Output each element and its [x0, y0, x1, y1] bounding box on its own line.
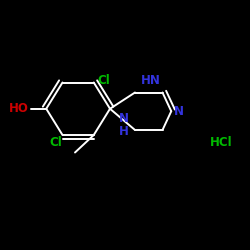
Text: HN: HN — [141, 74, 161, 86]
Text: N
H: N H — [119, 112, 129, 138]
Text: Cl: Cl — [50, 136, 62, 149]
Text: N: N — [174, 105, 184, 118]
Text: HCl: HCl — [210, 136, 233, 149]
Text: HO: HO — [9, 102, 29, 115]
Text: Cl: Cl — [98, 74, 110, 86]
